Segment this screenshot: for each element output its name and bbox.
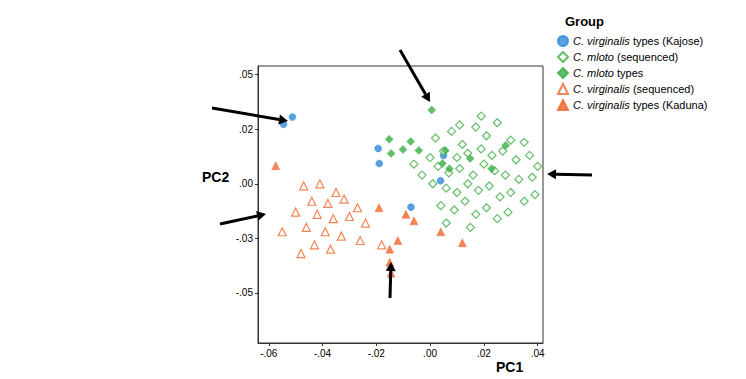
svg-text:types: types <box>614 67 644 79</box>
svg-text:-.05: -.05 <box>236 287 254 298</box>
svg-text:(sequenced): (sequenced) <box>630 83 694 95</box>
svg-text:C. mloto: C. mloto <box>573 67 614 79</box>
svg-text:.00: .00 <box>423 348 437 359</box>
svg-text:Group: Group <box>565 14 604 29</box>
svg-text:-.06: -.06 <box>260 348 278 359</box>
svg-text:.04: .04 <box>531 348 545 359</box>
svg-text:PC2: PC2 <box>202 169 229 185</box>
svg-text:-.02: -.02 <box>368 348 386 359</box>
svg-text:types (Kaduna): types (Kaduna) <box>630 99 708 111</box>
svg-text:C. virginalis: C. virginalis <box>573 83 630 95</box>
svg-text:C. mloto: C. mloto <box>573 51 614 63</box>
svg-text:types (Kajose): types (Kajose) <box>630 35 703 47</box>
svg-text:.00: .00 <box>239 178 253 189</box>
svg-text:PC1: PC1 <box>496 359 523 375</box>
svg-text:-.03: -.03 <box>236 233 254 244</box>
svg-text:C. virginalis: C. virginalis <box>573 35 630 47</box>
svg-text:.02: .02 <box>477 348 491 359</box>
svg-text:(sequenced): (sequenced) <box>614 51 678 63</box>
svg-text:.02: .02 <box>239 124 253 135</box>
svg-text:C. virginalis: C. virginalis <box>573 99 630 111</box>
svg-text:.05: .05 <box>239 69 253 80</box>
svg-text:-.04: -.04 <box>314 348 332 359</box>
